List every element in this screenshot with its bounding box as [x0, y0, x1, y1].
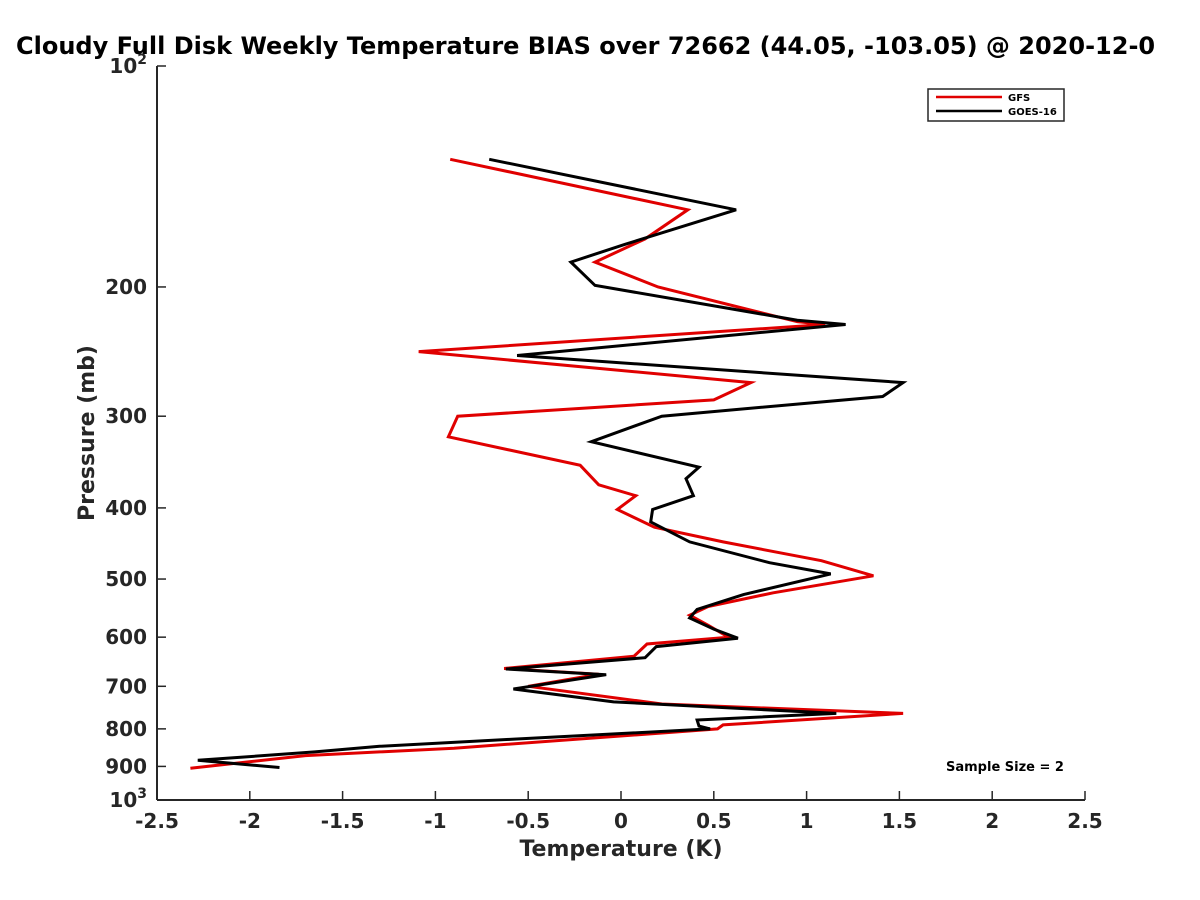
x-axis-label: Temperature (K) — [519, 837, 722, 862]
x-tick-label: -1.5 — [321, 809, 365, 833]
legend-label-gfs: GFS — [1008, 93, 1030, 104]
y-tick-label: 600 — [105, 625, 147, 649]
y-axis-label: Pressure (mb) — [75, 345, 100, 521]
x-tick-label: 2 — [985, 809, 999, 833]
x-tick-label: 0.5 — [696, 809, 731, 833]
y-tick-label: 400 — [105, 496, 147, 520]
series-line-gfs — [190, 157, 904, 770]
x-tick-label: 1 — [800, 809, 814, 833]
sample-size-annotation: Sample Size = 2 — [946, 760, 1064, 775]
y-tick-label: 102 — [109, 52, 147, 78]
x-tick-label: -2 — [239, 809, 261, 833]
y-tick-label: 800 — [105, 717, 147, 741]
x-tick-label: -1 — [424, 809, 446, 833]
y-tick-label: 200 — [105, 275, 147, 299]
y-tick-label: 900 — [105, 754, 147, 778]
x-tick-label: -2.5 — [135, 809, 179, 833]
y-tick-label: 700 — [105, 674, 147, 698]
legend: GFS GOES-16 — [927, 88, 1065, 122]
x-tick-label: -0.5 — [506, 809, 550, 833]
series-line-goes-16 — [197, 157, 908, 769]
x-ticks: -2.5 -2 -1.5 -1 -0.5 0 0.5 1 1.5 2 2.5 — [135, 791, 1103, 833]
legend-box — [927, 88, 1065, 122]
y-tick-label: 103 — [109, 786, 147, 812]
legend-label-goes16: GOES-16 — [1008, 107, 1057, 118]
y-tick-label: 500 — [105, 567, 147, 591]
x-tick-label: 2.5 — [1067, 809, 1102, 833]
y-ticks: 102 200 300 400 500 600 700 800 900 103 — [105, 52, 166, 812]
x-tick-label: 0 — [614, 809, 628, 833]
y-tick-label: 300 — [105, 404, 147, 428]
plot-area — [190, 157, 908, 770]
chart-title: Cloudy Full Disk Weekly Temperature BIAS… — [16, 32, 1155, 60]
x-tick-label: 1.5 — [882, 809, 917, 833]
